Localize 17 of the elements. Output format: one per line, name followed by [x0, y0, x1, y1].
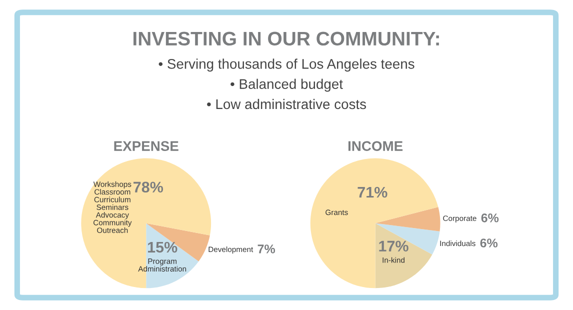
text: • Low administrative costs — [207, 98, 366, 110]
pie-slice — [375, 207, 440, 232]
data-label: 78% — [134, 182, 164, 193]
text: INVESTING IN OUR COMMUNITY: — [134, 32, 439, 46]
text: • Serving thousands of Los Angeles teens — [158, 58, 414, 72]
data-label: 15% — [148, 242, 178, 253]
data-label: 6% — [480, 238, 498, 248]
data-label: 7% — [258, 244, 276, 254]
chart-title: INCOME — [348, 141, 403, 151]
pie-slice — [375, 223, 432, 288]
data-label: 71% — [358, 186, 388, 198]
data-label: 6% — [481, 213, 499, 222]
text: • Balanced budget — [230, 78, 343, 92]
data-label: 17% — [379, 240, 408, 252]
chart-title: EXPENSE — [114, 141, 178, 151]
pie-slice — [375, 223, 440, 254]
pie-slice — [310, 158, 438, 288]
